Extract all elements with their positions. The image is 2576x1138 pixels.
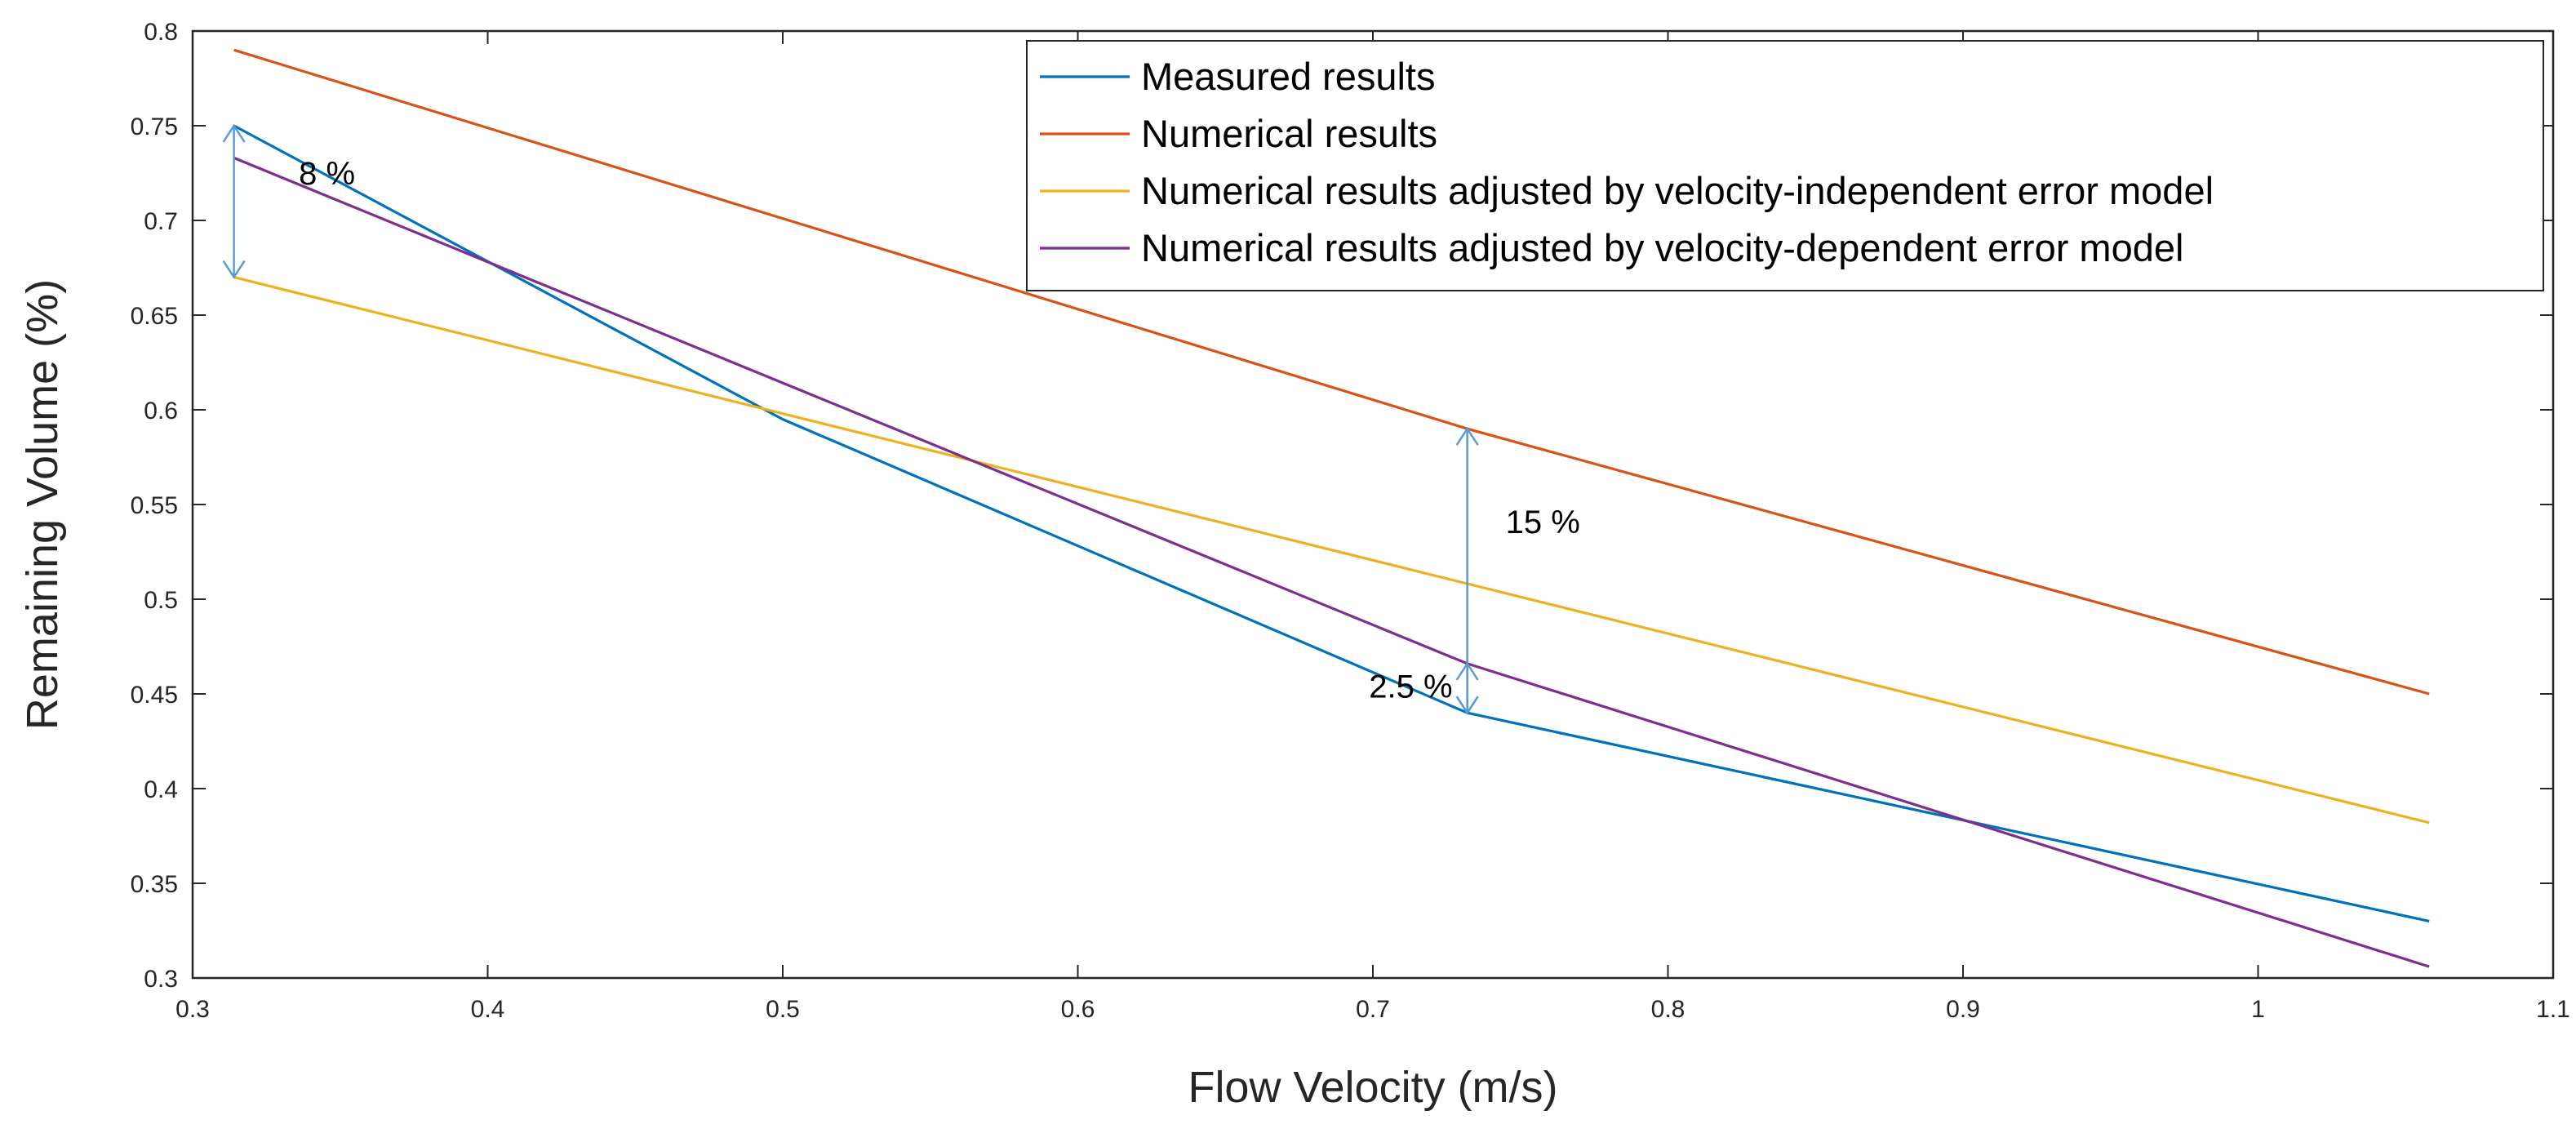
y-tick-label: 0.75 xyxy=(131,113,178,140)
legend-entry: Numerical results adjusted by velocity-i… xyxy=(1040,169,2214,212)
x-tick-label: 1 xyxy=(2251,996,2265,1023)
legend-entry: Measured results xyxy=(1040,55,1436,98)
legend-entries: Measured results Numerical results Numeric… xyxy=(1040,55,2214,269)
y-axis-label: Remaining Volume (%) xyxy=(18,279,67,730)
series-line xyxy=(233,124,2430,922)
legend-entry: Numerical results xyxy=(1040,112,1437,155)
y-tick-label: 0.7 xyxy=(144,208,178,235)
legend-entry: Numerical results adjusted by velocity-d… xyxy=(1040,226,2183,269)
y-tick-label: 0.4 xyxy=(144,776,178,803)
legend: Measured results Numerical results Numeric… xyxy=(1026,40,2544,291)
annotations: 8 % 15 % 2.5 % xyxy=(222,123,1580,715)
y-tick-label: 0.6 xyxy=(144,398,178,425)
annotation-label: 8 % xyxy=(299,156,355,192)
legend-label: Numerical results adjusted by velocity-i… xyxy=(1141,169,2214,212)
x-tick-label: 0.3 xyxy=(175,996,210,1023)
series-line xyxy=(233,276,2430,825)
legend-box xyxy=(1026,40,2544,291)
x-tick-label: 0.7 xyxy=(1356,996,1390,1023)
y-tick-label: 0.35 xyxy=(131,871,178,898)
y-tick-label: 0.45 xyxy=(131,682,178,709)
y-tick-label: 0.3 xyxy=(144,966,178,993)
y-tick-label: 0.65 xyxy=(131,303,178,330)
x-tick-label: 1.1 xyxy=(2536,996,2570,1023)
x-tick-label: 0.8 xyxy=(1651,996,1686,1023)
x-axis-label: Flow Velocity (m/s) xyxy=(1188,1063,1557,1112)
x-tick-label: 0.5 xyxy=(766,996,800,1023)
y-tick-label: 0.55 xyxy=(131,492,178,519)
legend-label: Numerical results adjusted by velocity-d… xyxy=(1141,226,2183,269)
x-axis-ticks: 0.3 0.4 0.5 0.6 0.7 0.8 0.9 1 1.1 xyxy=(175,31,2570,1023)
y-axis-ticks: 0.3 0.35 0.4 0.45 0.5 0.55 0.6 0.65 0.7 0.75 0.8 xyxy=(131,19,2553,993)
x-tick-label: 0.4 xyxy=(471,996,505,1023)
annotation-label: 2.5 % xyxy=(1369,669,1452,705)
x-tick-label: 0.9 xyxy=(1946,996,1980,1023)
y-tick-label: 0.8 xyxy=(144,19,178,46)
legend-label: Numerical results xyxy=(1141,112,1437,155)
y-tick-label: 0.5 xyxy=(144,587,178,614)
annotation-arrow xyxy=(1455,661,1479,715)
annotation-label: 15 % xyxy=(1506,505,1580,540)
annotation-arrow xyxy=(222,123,246,279)
legend-label: Measured results xyxy=(1141,55,1436,98)
x-tick-label: 0.6 xyxy=(1061,996,1095,1023)
